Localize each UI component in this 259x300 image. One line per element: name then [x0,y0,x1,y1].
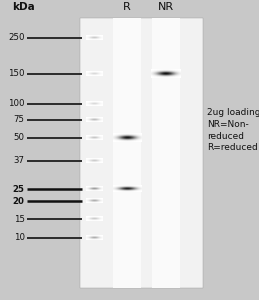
Text: 37: 37 [14,156,25,165]
Bar [80,18,203,288]
Text: kDa: kDa [12,2,35,12]
Text: 100: 100 [8,99,25,108]
Text: 50: 50 [14,134,25,142]
Text: 10: 10 [14,233,25,242]
Text: 75: 75 [14,116,25,124]
Text: 20: 20 [13,196,25,206]
Text: R: R [123,2,131,12]
Text: 150: 150 [8,69,25,78]
Bar [152,18,180,288]
Text: NR: NR [158,2,174,12]
Text: 15: 15 [14,214,25,224]
Bar [113,18,141,288]
Text: 25: 25 [13,184,25,194]
Text: 250: 250 [8,33,25,42]
Text: 2ug loading
NR=Non-
reduced
R=reduced: 2ug loading NR=Non- reduced R=reduced [207,108,259,152]
